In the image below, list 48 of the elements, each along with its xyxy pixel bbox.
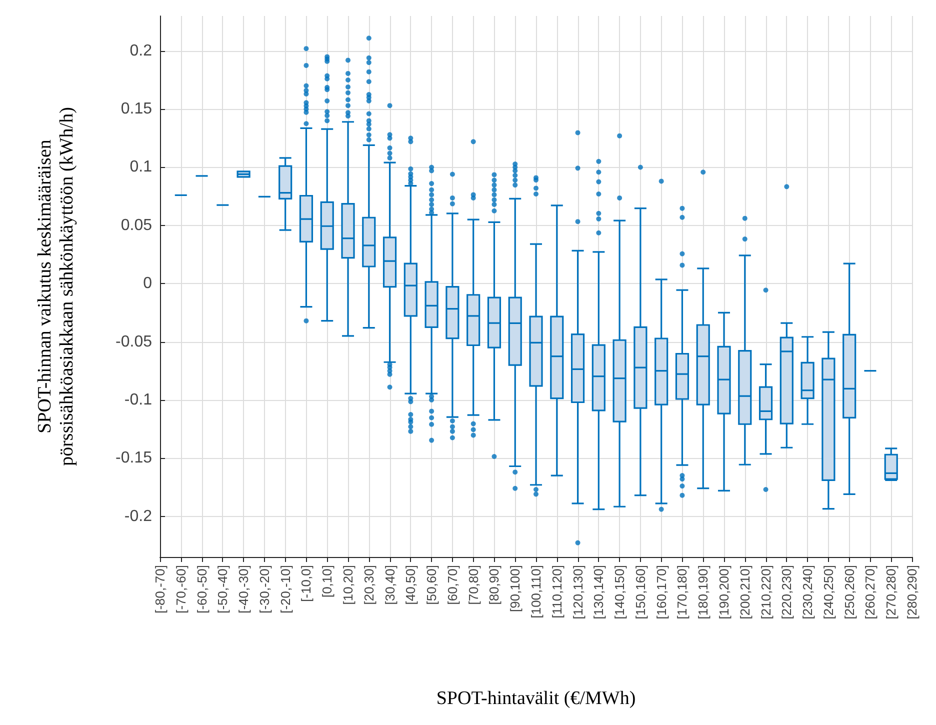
x-tick-label: [280,290] <box>904 565 920 620</box>
x-tick-label: [100,110] <box>528 565 544 618</box>
x-tick-label: [260,270] <box>862 565 878 620</box>
x-tick-label: [170,180] <box>674 565 690 620</box>
y-tick-label: 0.15 <box>120 100 152 118</box>
x-tick-label: [20,30] <box>361 565 376 605</box>
x-tick-label: [40,50] <box>403 565 418 605</box>
y-tick-label: 0.1 <box>130 158 152 176</box>
x-axis-title: SPOT-hintavälit (€/MWh) <box>436 688 636 709</box>
x-tick-label: [240,250] <box>820 565 836 620</box>
y-tick-label: -0.2 <box>124 508 152 525</box>
x-tick-label: [-10,0] <box>298 565 314 602</box>
x-tick-label: [220,230] <box>779 565 794 620</box>
x-tick-label: [190,200] <box>716 565 732 620</box>
x-tick-label: [10,20] <box>340 565 356 605</box>
x-tick-label: [180,190] <box>696 565 711 620</box>
x-tick-label: [0,10] <box>320 565 335 598</box>
x-tick-label: [270,280] <box>884 565 899 620</box>
x-tick-label: [-30,-20] <box>256 565 272 614</box>
x-tick-label: [90,100] <box>508 565 523 612</box>
y-tick-label: 0.05 <box>120 216 152 234</box>
x-tick-label: [230,240] <box>800 565 816 620</box>
y-axis-title: SPOT-hinnan vaikutus keskimääräisen pörssisähköasiakkaan sähkönkäyttöön (kWh/h) <box>34 107 78 466</box>
x-tick-label: [70,80] <box>466 565 481 605</box>
y-tick-label: -0.05 <box>116 333 152 350</box>
x-tick-label: [-40,-30] <box>236 565 252 614</box>
x-tick-label: [140,150] <box>612 565 628 620</box>
x-tick-label: [130,140] <box>591 565 606 620</box>
x-tick-label: [160,170] <box>654 565 669 620</box>
y-tick-label: 0 <box>143 275 152 292</box>
x-tick-label: [250,260] <box>842 565 857 620</box>
x-tick-label: [210,220] <box>758 565 774 620</box>
x-tick-label: [200,210] <box>737 565 752 620</box>
x-tick-label: [150,160] <box>632 565 648 620</box>
x-tick-label: [-50,-40] <box>215 565 230 614</box>
x-tick-label: [110,120] <box>549 565 564 618</box>
x-tick-label: [-80,-70] <box>152 565 168 614</box>
x-tick-label: [50,60] <box>424 565 440 605</box>
x-tick-label: [30,40] <box>382 565 398 605</box>
y-tick-label: -0.15 <box>116 450 152 467</box>
x-tick-label: [-70,-60] <box>173 565 188 614</box>
x-tick-label: [80,90] <box>486 565 502 605</box>
x-tick-label: [60,70] <box>444 565 460 605</box>
y-tick-label: -0.1 <box>124 391 152 408</box>
x-tick-label: [-20,-10] <box>278 565 293 614</box>
y-tick-label: 0.2 <box>130 42 152 60</box>
x-tick-label: [120,130] <box>570 565 586 620</box>
x-tick-label: [-60,-50] <box>194 565 210 614</box>
